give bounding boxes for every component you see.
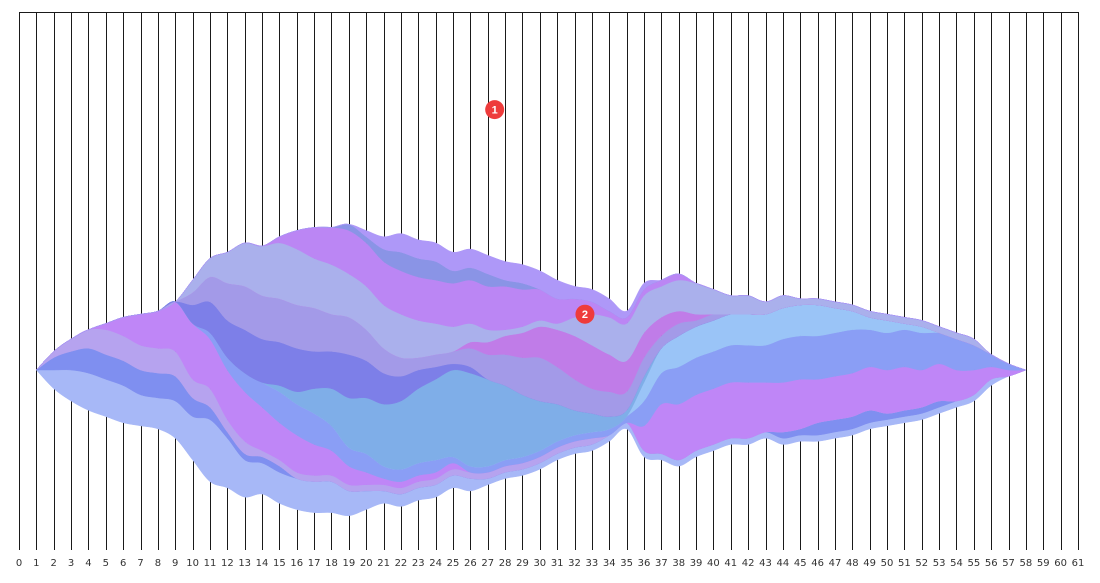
x-tick-label: 20: [360, 558, 373, 569]
x-tick-label: 47: [829, 558, 842, 569]
x-tick-label: 37: [655, 558, 668, 569]
x-tick-label: 31: [551, 558, 564, 569]
marker-label: 2: [582, 309, 588, 321]
x-tick-label: 15: [273, 558, 286, 569]
x-tick-label: 32: [568, 558, 581, 569]
x-tick-label: 13: [238, 558, 251, 569]
x-tick-label: 57: [1002, 558, 1015, 569]
x-tick-label: 7: [137, 558, 143, 569]
x-tick-label: 1: [33, 558, 39, 569]
x-tick-label: 17: [308, 558, 321, 569]
x-tick-label: 22: [395, 558, 408, 569]
x-tick-label: 36: [638, 558, 651, 569]
x-tick-label: 48: [846, 558, 859, 569]
x-tick-label: 49: [863, 558, 876, 569]
x-tick-label: 27: [481, 558, 494, 569]
x-tick-label: 38: [672, 558, 685, 569]
x-tick-label: 58: [1020, 558, 1033, 569]
x-tick-label: 60: [1054, 558, 1067, 569]
x-tick-label: 40: [707, 558, 720, 569]
x-tick-label: 3: [68, 558, 74, 569]
x-tick-label: 53: [933, 558, 946, 569]
x-tick-label: 42: [742, 558, 755, 569]
x-tick-label: 44: [777, 558, 790, 569]
x-tick-label: 23: [412, 558, 425, 569]
x-tick-label: 54: [950, 558, 963, 569]
x-tick-label: 2: [51, 558, 57, 569]
x-tick-label: 39: [690, 558, 703, 569]
x-tick-label: 29: [516, 558, 529, 569]
x-tick-label: 12: [221, 558, 234, 569]
x-tick-label: 16: [290, 558, 303, 569]
x-tick-label: 8: [155, 558, 161, 569]
x-tick-label: 45: [794, 558, 807, 569]
x-tick-label: 46: [811, 558, 824, 569]
stream-layer-14: [35, 223, 1027, 371]
x-tick-label: 11: [204, 558, 217, 569]
marker-label: 1: [492, 105, 498, 117]
x-tick-label: 50: [881, 558, 894, 569]
x-tick-label: 43: [759, 558, 772, 569]
x-tick-label: 30: [533, 558, 546, 569]
x-tick-label: 55: [967, 558, 980, 569]
x-tick-label: 10: [186, 558, 199, 569]
x-tick-label: 59: [1037, 558, 1050, 569]
x-tick-label: 14: [256, 558, 269, 569]
x-tick-label: 34: [603, 558, 616, 569]
x-tick-label: 35: [620, 558, 633, 569]
x-tick-label: 5: [103, 558, 109, 569]
x-tick-label: 6: [120, 558, 126, 569]
x-tick-label: 51: [898, 558, 911, 569]
annotation-marker-2: 2: [575, 304, 595, 324]
x-tick-label: 0: [16, 558, 22, 569]
x-tick-label: 18: [325, 558, 338, 569]
annotation-marker-1: 1: [485, 100, 505, 120]
x-tick-label: 33: [586, 558, 599, 569]
x-tick-label: 56: [985, 558, 998, 569]
x-tick-label: 26: [464, 558, 477, 569]
x-tick-label: 4: [85, 558, 91, 569]
annotation-markers: 12: [485, 100, 595, 324]
marker-circle: [575, 304, 595, 324]
stream-layers: [35, 223, 1027, 516]
x-tick-label: 25: [447, 558, 460, 569]
x-tick-label: 52: [915, 558, 928, 569]
x-tick-label: 24: [429, 558, 442, 569]
marker-circle: [485, 100, 505, 120]
x-tick-label: 9: [172, 558, 178, 569]
x-tick-label: 19: [342, 558, 355, 569]
x-tick-label: 21: [377, 558, 390, 569]
x-tick-label: 28: [499, 558, 512, 569]
x-tick-label: 61: [1072, 558, 1085, 569]
x-tick-label: 41: [724, 558, 737, 569]
x-axis: 0 1 2 3 4 5 6 7 8 9 10 11 12 13 14 15 16 17 18 19 20 21 22 23 24…: [16, 558, 1085, 569]
